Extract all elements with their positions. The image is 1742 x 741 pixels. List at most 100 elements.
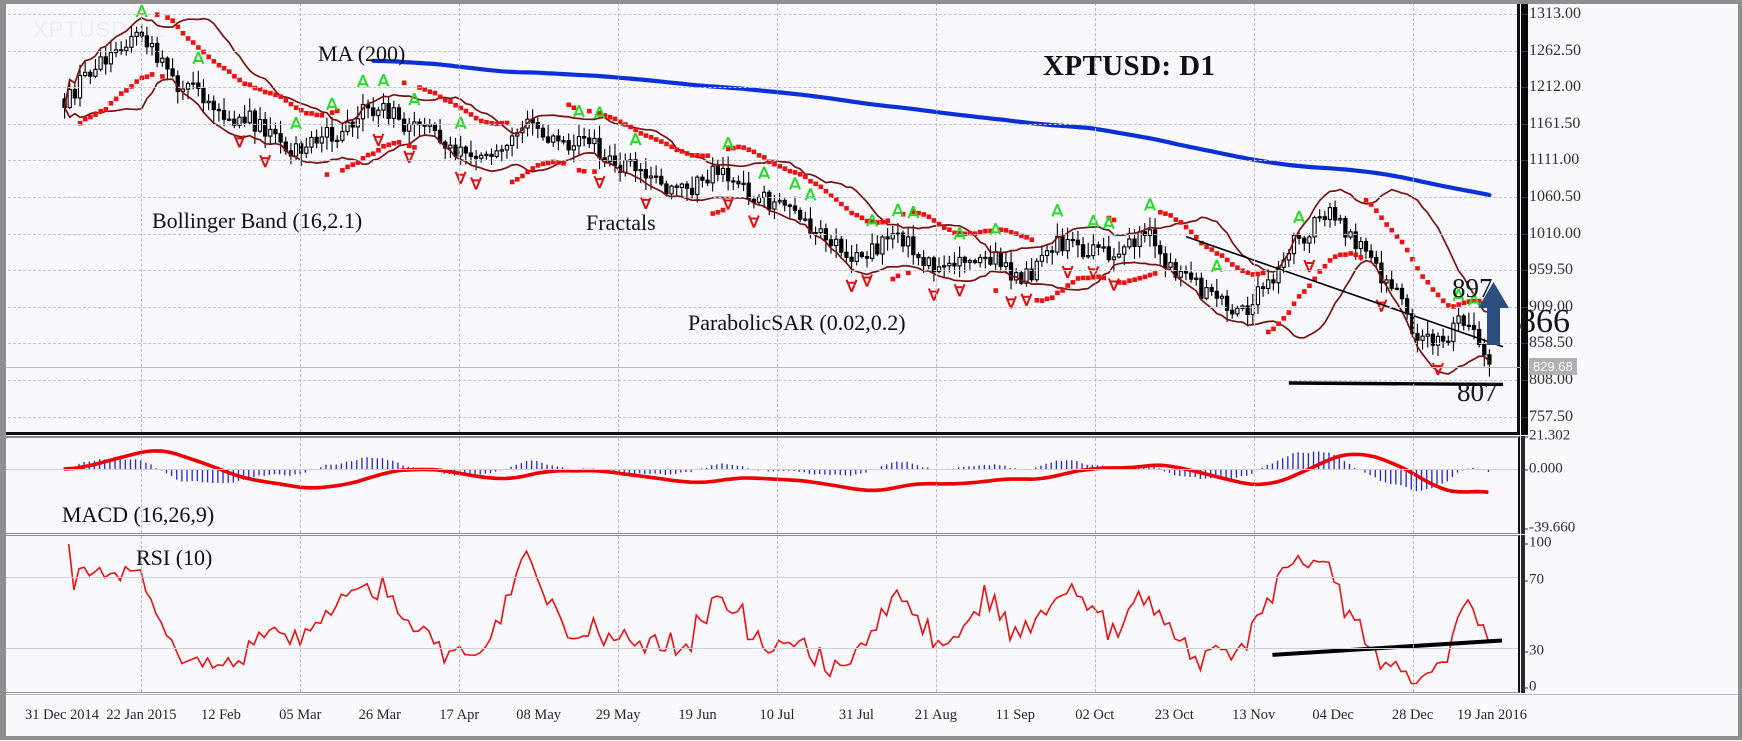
fractal-down-icon: [1020, 293, 1033, 307]
price-tick: 858.50: [1521, 334, 1573, 352]
price-tick: 959.50: [1521, 261, 1573, 279]
fractal-up-icon: [789, 177, 801, 190]
fractal-up-icon: [1293, 210, 1306, 224]
grid-line: [1253, 536, 1255, 692]
grid-line: [777, 438, 778, 533]
grid-line: [141, 438, 143, 533]
grid-line: [1094, 536, 1096, 692]
rsi-30-line: [2, 648, 1518, 649]
fractal-up-icon: [1210, 259, 1223, 273]
fractal-up-icon: [1087, 214, 1100, 228]
fractal-up-icon: [907, 205, 920, 219]
date-tick: 19 Jun: [678, 707, 717, 723]
fractal-down-icon: [1061, 265, 1074, 279]
grid-line: [300, 3, 302, 432]
macd-panel[interactable]: [0, 436, 1520, 534]
bollinger-band-label: Bollinger Band (16,2.1): [152, 208, 363, 233]
grid-line: [1412, 3, 1414, 432]
fractal-up-icon: [408, 92, 421, 106]
fractal-up-icon: [1144, 198, 1156, 211]
date-tick: 17 Apr: [439, 707, 480, 723]
date-tick: 31 Dec 2014: [24, 707, 100, 723]
rsi-label: RSI (10): [136, 545, 213, 570]
grid-line: [459, 3, 461, 432]
fractal-down-icon: [722, 197, 735, 210]
rsi-panel[interactable]: [0, 535, 1520, 693]
macd-axis-spine: [1521, 436, 1525, 534]
grid-line: [935, 536, 937, 692]
fractal-down-icon: [861, 274, 873, 287]
date-tick: 19 Jan 2016: [1456, 707, 1528, 723]
date-axis: 31 Dec 2014 22 Jan 2015 12 Feb 05 Mar 26 Mar…: [0, 694, 1742, 741]
fractal-down-icon: [747, 215, 760, 228]
ma-200-series: [371, 58, 1492, 198]
price-axis-spine: [1521, 0, 1528, 435]
date-tick: 28 Dec: [1391, 707, 1434, 723]
grid-line: [777, 536, 778, 692]
grid-line: [618, 536, 620, 692]
grid-line: [300, 438, 302, 533]
fractal-up-icon: [356, 74, 369, 88]
grid-line: [141, 536, 143, 692]
grid-line: [141, 3, 143, 432]
macd-axis: 21.302 0.000 -39.660: [1520, 428, 1742, 536]
price-tick: 909.00: [1521, 297, 1573, 315]
grid-line: [618, 438, 620, 533]
macd-zero-line: [2, 469, 1518, 470]
grid-line: [3, 87, 1517, 89]
ma-200-label: MA (200): [318, 41, 406, 66]
fractal-down-icon: [1087, 266, 1100, 279]
date-tick: 26 Mar: [358, 707, 401, 723]
grid-line: [3, 123, 1517, 125]
grid-line: [459, 438, 461, 533]
chart-title: XPTUSD: D1: [1043, 50, 1216, 82]
grid-line: [1412, 536, 1414, 692]
macd-histogram: [68, 451, 1490, 492]
fractal-up-icon: [326, 97, 338, 111]
grid-line: [3, 50, 1517, 52]
price-tick: 1212.00: [1521, 78, 1581, 96]
date-tick: 23 Oct: [1154, 707, 1194, 723]
date-tick: 10 Jul: [759, 707, 795, 723]
date-tick: 11 Sep: [995, 707, 1035, 723]
parabolic-sar-label: ParabolicSAR (0.02,0.2): [688, 310, 906, 335]
grid-line: [3, 416, 1517, 418]
rsi-tick: 70: [1521, 571, 1544, 588]
rsi-tick: 100: [1521, 534, 1552, 551]
fractal-up-icon: [1452, 288, 1465, 302]
date-tick: 12 Feb: [200, 707, 241, 723]
rsi-trend-line: [1272, 638, 1503, 657]
fractal-up-icon: [1051, 204, 1064, 217]
rsi-tick: 0: [1521, 678, 1537, 695]
rsi-axis-spine: [1521, 535, 1525, 693]
macd-tick: -39.660: [1520, 519, 1576, 536]
grid-line: [3, 380, 1517, 381]
fractals-series: [135, 4, 1480, 376]
date-tick: 31 Jul: [838, 707, 874, 723]
rsi-tick: 30: [1521, 642, 1544, 659]
grid-line: [3, 233, 1517, 235]
annotation-807: 807: [1457, 377, 1498, 407]
grid-line: [3, 160, 1517, 162]
fractal-down-icon: [470, 177, 483, 190]
fractal-up-icon: [758, 166, 771, 180]
fractal-up-icon: [290, 116, 302, 130]
date-tick: 29 May: [595, 707, 641, 723]
candlestick-series: [62, 24, 1492, 377]
fractal-down-icon: [845, 279, 858, 293]
rsi-line-series: [67, 543, 1490, 685]
fractal-up-icon: [989, 222, 1002, 236]
grid-line: [1412, 438, 1414, 533]
grid-line: [777, 3, 778, 432]
price-tick: 1060.50: [1521, 188, 1581, 205]
price-chart-panel[interactable]: XPTUSD,D1: [0, 0, 1520, 435]
price-tick: 1111.00: [1520, 151, 1580, 169]
fractal-down-icon: [639, 196, 652, 210]
rsi-axis: 100 70 30 0: [1521, 534, 1742, 695]
annotation-866: 866: [1519, 303, 1570, 340]
price-tick: 757.50: [1521, 407, 1573, 425]
grid-line: [300, 536, 302, 692]
rsi-canvas: [67, 543, 1503, 685]
